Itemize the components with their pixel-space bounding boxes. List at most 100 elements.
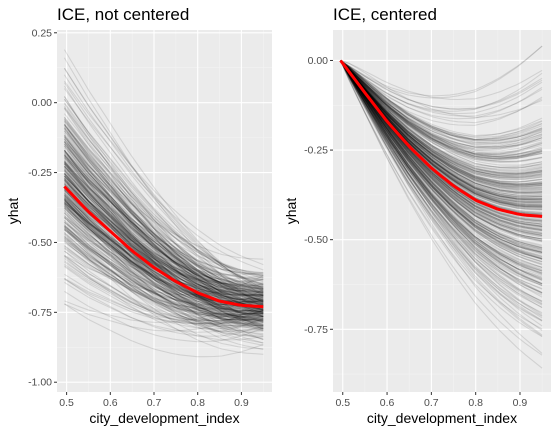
ice-curve	[340, 60, 543, 149]
ice-curve	[340, 60, 543, 156]
ice-curve	[340, 60, 543, 294]
ice-curve	[340, 60, 543, 281]
ice-curve	[340, 60, 543, 201]
ice-curves	[63, 49, 264, 358]
ice-curve	[340, 60, 543, 296]
ice-curve	[340, 60, 543, 148]
ice-curve	[63, 128, 264, 309]
ice-curve	[340, 60, 543, 354]
ice-curve	[340, 60, 543, 192]
ice-curve	[63, 166, 264, 298]
ice-curve	[64, 202, 264, 309]
ice-curve	[64, 238, 264, 322]
ice-curve	[63, 191, 264, 316]
ice-curve	[63, 121, 264, 314]
ice-curve	[64, 233, 264, 320]
ice-curve	[340, 60, 543, 194]
ice-curve	[340, 60, 543, 322]
ice-curve	[340, 60, 543, 237]
ice-curve	[63, 49, 264, 297]
ice-curve	[63, 149, 264, 330]
ice-curve	[64, 273, 264, 325]
ice-curve	[64, 224, 264, 319]
ice-curve	[340, 60, 543, 260]
ice-curve	[340, 60, 543, 198]
ice-curve	[64, 154, 264, 276]
ice-curve	[340, 60, 543, 194]
ice-curve	[63, 161, 264, 287]
ice-curve	[63, 150, 264, 329]
ice-curve	[63, 102, 264, 286]
ice-curve	[64, 165, 264, 289]
ice-curve	[64, 204, 264, 312]
ice-curve	[340, 60, 543, 177]
ice-curve	[340, 60, 543, 275]
ice-curve	[340, 60, 543, 185]
ice-curve	[340, 60, 543, 189]
ice-curve	[63, 134, 264, 299]
ice-curve	[340, 60, 543, 229]
ice-curve	[63, 80, 264, 266]
ice-curve	[63, 175, 264, 308]
x-tick-label: 0.6	[103, 397, 118, 409]
ice-curve	[63, 173, 264, 304]
ice-curve	[340, 60, 543, 124]
ice-curve	[64, 211, 264, 312]
ice-curve	[340, 60, 543, 232]
ice-curve	[340, 60, 543, 198]
x-tick-label: 0.8	[468, 397, 483, 409]
ice-curve	[340, 60, 543, 192]
ice-curve	[340, 60, 543, 195]
ice-curve	[64, 204, 264, 307]
ice-curve	[63, 136, 264, 288]
ice-curve	[340, 60, 543, 190]
ice-curve	[63, 123, 264, 305]
ice-curve	[340, 60, 543, 199]
ice-curve	[63, 177, 264, 305]
ice-curve	[64, 196, 264, 280]
ice-curve	[63, 147, 264, 306]
ice-curve	[340, 60, 543, 172]
ice-curve	[340, 60, 543, 148]
ice-curve	[63, 124, 264, 278]
ice-curve	[63, 116, 264, 285]
ice-curve	[340, 60, 543, 369]
ice-curve	[340, 60, 543, 164]
ice-curve	[340, 60, 543, 242]
ice-curve	[64, 221, 264, 321]
ice-curve	[64, 216, 264, 318]
ice-curve	[64, 182, 264, 293]
ice-curve	[63, 154, 264, 328]
ice-curve	[63, 154, 264, 289]
ice-curve	[64, 228, 264, 316]
ice-curve	[340, 60, 543, 251]
ice-curve	[340, 60, 543, 235]
ice-curve	[63, 169, 264, 318]
ice-curve	[64, 223, 264, 321]
ice-curve	[63, 168, 264, 320]
ice-curve	[63, 128, 264, 303]
ice-curve	[340, 60, 543, 306]
ice-curve	[340, 60, 543, 155]
ice-curve	[340, 60, 543, 201]
ice-curve	[340, 60, 543, 137]
ice-curve	[340, 60, 543, 314]
y-tick-label: -0.50	[28, 237, 52, 249]
ice-curve	[340, 60, 543, 193]
ice-curve	[64, 176, 264, 296]
ice-curve	[340, 60, 543, 317]
ice-curve	[340, 60, 543, 144]
ice-curve	[340, 60, 543, 163]
ice-curve	[63, 165, 264, 319]
ice-curve	[340, 60, 543, 249]
ice-curve	[63, 161, 264, 326]
ice-curve	[63, 140, 264, 291]
ice-curve	[63, 207, 264, 335]
ice-curve	[63, 118, 264, 277]
ice-curve	[340, 60, 543, 150]
ice-curve	[340, 60, 543, 254]
ice-curve	[340, 60, 543, 279]
ice-curve	[63, 108, 264, 318]
ice-curve	[63, 170, 264, 341]
